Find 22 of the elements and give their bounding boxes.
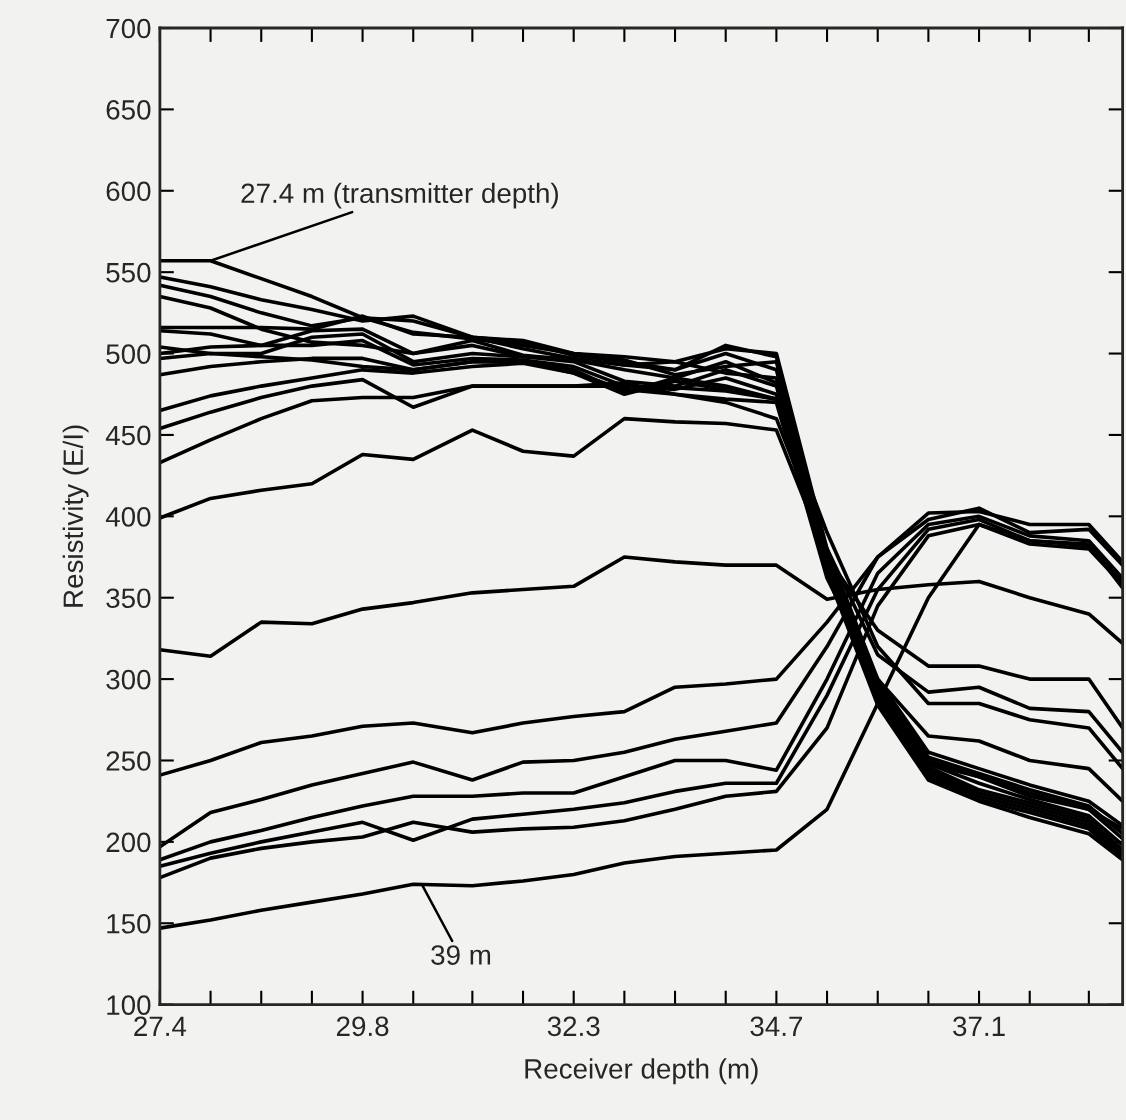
y-tick-label: 400 bbox=[105, 506, 151, 527]
x-tick-label: 29.8 bbox=[336, 1016, 389, 1037]
y-tick-label: 200 bbox=[106, 832, 151, 853]
y-tick-label: 250 bbox=[106, 751, 151, 771]
x-tick-label: 37.1 bbox=[953, 1016, 1005, 1037]
x-tick-label: 27.4 bbox=[134, 1016, 187, 1036]
x-tick-label: 32.3 bbox=[547, 1016, 600, 1037]
y-tick-label: 300 bbox=[106, 669, 151, 690]
y-tick-label: 500 bbox=[106, 344, 151, 364]
y-tick-label: 450 bbox=[105, 425, 151, 446]
y-tick-label: 650 bbox=[106, 100, 151, 120]
y-tick-label: 550 bbox=[106, 262, 151, 283]
annotation: 39 m bbox=[431, 945, 491, 965]
y-tick-label: 100 bbox=[107, 995, 151, 1015]
y-tick-label: 350 bbox=[106, 588, 151, 609]
y-tick-label: 150 bbox=[107, 913, 151, 934]
x-axis-title: Receiver depth (m) bbox=[525, 1058, 758, 1085]
y-tick-label: 700 bbox=[106, 18, 151, 39]
x-tick-label: 34.7 bbox=[750, 1016, 803, 1037]
y-tick-label: 600 bbox=[106, 181, 151, 202]
annotation: 27.4 m (transmitter depth) bbox=[241, 182, 558, 209]
y-axis-title: Resistivity (E/I) bbox=[62, 425, 89, 607]
